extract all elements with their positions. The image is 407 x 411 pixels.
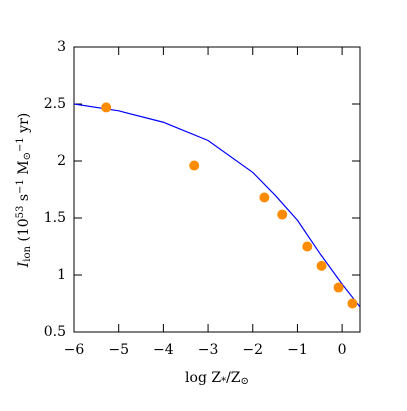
y-tick-label: 1.5 [44,210,66,226]
y-tick-label: 2 [57,153,66,169]
data-point [189,160,200,171]
plot-frame [73,46,361,333]
y-tick-label: 1 [57,267,66,283]
label-part: −1 [15,137,26,152]
x-tick-label: −3 [198,342,219,358]
label-part: −1 [15,179,26,194]
label-part: (10 [16,218,32,246]
x-tick-label: −1 [287,342,308,358]
y-axis-label: Iion (1053 s−1 M⊙−1 yr) [15,113,33,269]
x-tick-label: 0 [338,342,347,358]
label-part: s [16,194,32,206]
label-part: ion [22,246,33,262]
fit-line [74,103,360,308]
label-part: * [221,376,226,387]
y-tick-label: 2.5 [44,96,66,112]
y-tick-label: 3 [57,39,66,55]
y-tick-label: 0.5 [44,324,66,340]
label-part: M [16,160,32,179]
x-tick-label: −4 [153,342,174,358]
label-part: yr) [16,113,32,138]
label-part: ⊙ [241,376,249,387]
label-part: ⊙ [22,152,33,160]
label-part: I [16,261,32,268]
data-point [259,192,270,203]
label-part: /Z [226,370,241,386]
data-point [347,298,358,309]
x-tick-label: −6 [64,342,85,358]
data-point [101,102,112,113]
label-part: 53 [15,206,26,219]
x-tick-label: −2 [242,342,263,358]
x-axis-label: log Z*/Z⊙ [185,370,249,387]
data-point [277,209,288,220]
data-point [333,282,344,293]
data-point [316,260,327,271]
label-part: log Z [185,370,221,386]
data-point [302,241,313,252]
x-tick-label: −5 [108,342,129,358]
